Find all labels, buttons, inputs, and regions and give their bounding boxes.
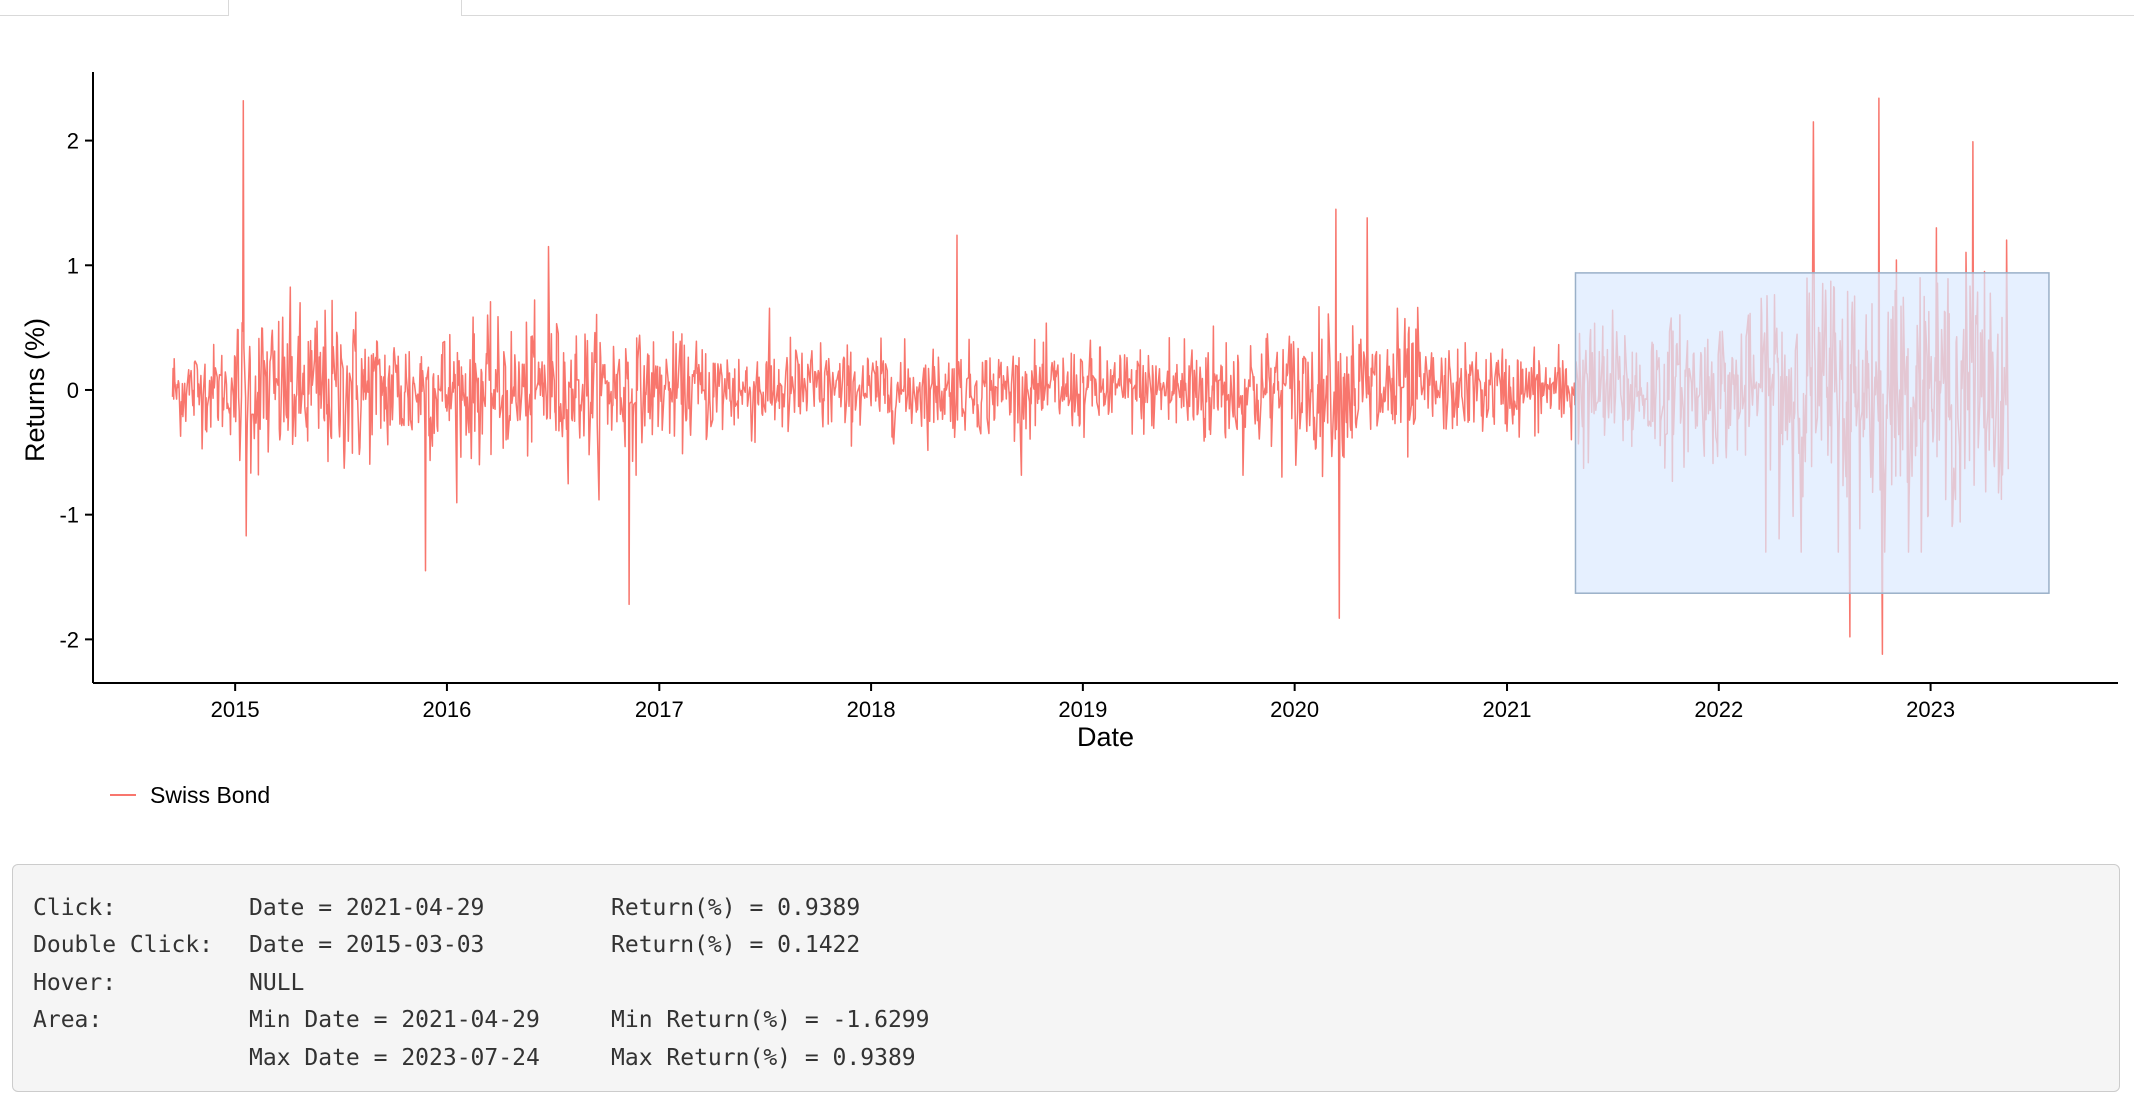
tab-1[interactable] xyxy=(0,0,229,16)
tab-2-active[interactable] xyxy=(229,0,462,16)
tab-divider xyxy=(461,0,462,16)
x-tick-label: 2015 xyxy=(211,697,260,722)
info-return: Return(%) = 0.1422 xyxy=(611,932,861,959)
y-axis-title: Returns (%) xyxy=(20,318,50,462)
info-label: Hover: xyxy=(33,969,117,996)
info-row-area-min: Area: Min Date = 2021-04-29 Min Return(%… xyxy=(33,1002,2099,1040)
info-label: Double Click: xyxy=(33,932,214,959)
info-date: NULL xyxy=(249,969,305,996)
tab-strip xyxy=(0,0,2134,18)
x-tick-label: 2023 xyxy=(1906,697,1955,722)
y-tick-label: -2 xyxy=(59,627,79,652)
time-series-chart[interactable]: 2 1 0 -1 -2 2015 2016 2017 2018 2019 2020 2021 2022… xyxy=(0,60,2134,760)
y-tick-label: -1 xyxy=(59,503,79,528)
info-row-double-click: Double Click: Date = 2015-03-03 Return(%… xyxy=(33,927,2099,965)
info-row-click: Click: Date = 2021-04-29 Return(%) = 0.9… xyxy=(33,889,2099,927)
legend-label-swiss-bond: Swiss Bond xyxy=(150,781,271,808)
x-tick-label: 2018 xyxy=(847,697,896,722)
info-max-date: Max Date = 2023-07-24 xyxy=(249,1044,540,1071)
y-tick-label: 0 xyxy=(67,378,79,403)
info-return: Return(%) = 0.9389 xyxy=(611,894,861,921)
x-tick-label: 2022 xyxy=(1694,697,1743,722)
info-row-area-max: Max Date = 2023-07-24 Max Return(%) = 0.… xyxy=(33,1039,2099,1077)
x-tick-label: 2017 xyxy=(635,697,684,722)
info-row-hover: Hover: NULL xyxy=(33,964,2099,1002)
legend-key-swiss-bond xyxy=(110,794,136,796)
event-info-panel: Click: Date = 2021-04-29 Return(%) = 0.9… xyxy=(12,864,2120,1092)
tab-underline xyxy=(462,15,2134,16)
brush-selection-area[interactable] xyxy=(1574,272,2050,594)
y-tick-label: 2 xyxy=(67,129,79,154)
x-tick-label: 2019 xyxy=(1058,697,1107,722)
x-tick-label: 2016 xyxy=(422,697,471,722)
x-axis-ticks: 2015 2016 2017 2018 2019 2020 2021 2022 2023 xyxy=(211,683,1955,722)
info-label: Area: xyxy=(33,1007,103,1034)
y-axis-ticks: 2 1 0 -1 -2 xyxy=(59,129,93,652)
info-date: Date = 2015-03-03 xyxy=(249,932,485,959)
legend: Swiss Bond xyxy=(110,780,270,810)
info-min-date: Min Date = 2021-04-29 xyxy=(249,1007,540,1034)
info-date: Date = 2021-04-29 xyxy=(249,894,485,921)
info-min-return: Min Return(%) = -1.6299 xyxy=(611,1007,930,1034)
x-axis-title: Date xyxy=(1077,722,1134,752)
info-label: Click: xyxy=(33,894,117,921)
x-tick-label: 2020 xyxy=(1270,697,1319,722)
x-tick-label: 2021 xyxy=(1483,697,1532,722)
y-tick-label: 1 xyxy=(67,253,79,278)
info-max-return: Max Return(%) = 0.9389 xyxy=(611,1044,916,1071)
